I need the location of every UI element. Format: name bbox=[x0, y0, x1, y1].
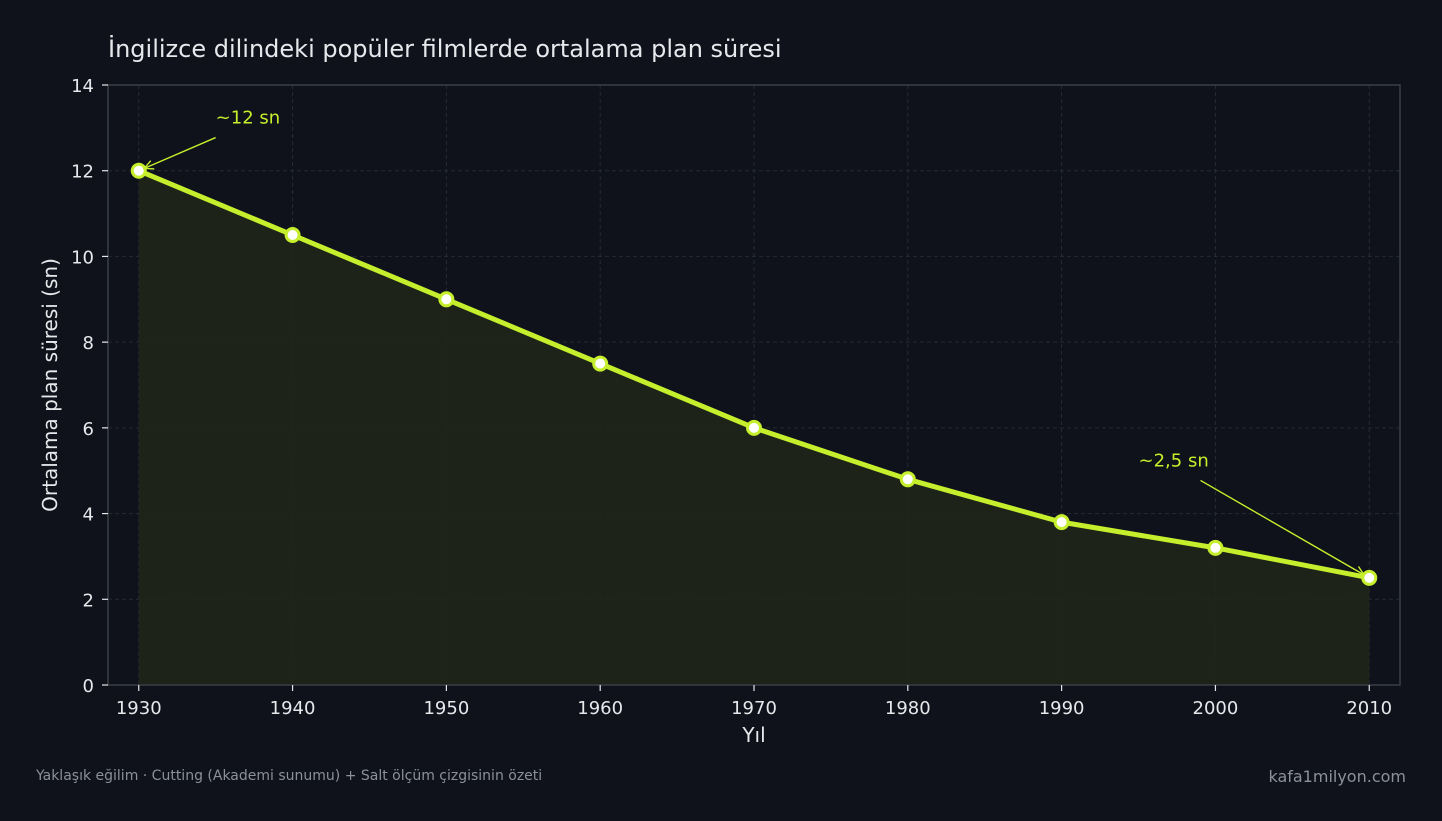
y-tick-label: 8 bbox=[83, 333, 94, 354]
x-tick-label: 1940 bbox=[270, 698, 316, 719]
x-tick-label: 1960 bbox=[577, 698, 623, 719]
data-point bbox=[438, 291, 455, 308]
data-points bbox=[130, 162, 1378, 586]
x-tick-label: 1980 bbox=[885, 698, 931, 719]
x-tick-label: 1970 bbox=[731, 698, 777, 719]
annotation-arrowhead bbox=[142, 160, 155, 170]
data-point bbox=[1053, 514, 1070, 531]
y-tick-label: 6 bbox=[83, 419, 94, 440]
y-tick-label: 0 bbox=[83, 676, 94, 697]
y-tick-label: 14 bbox=[71, 76, 94, 97]
y-tick-label: 10 bbox=[71, 247, 94, 268]
y-tick-label: 4 bbox=[83, 505, 94, 526]
x-tick-label: 2010 bbox=[1346, 698, 1392, 719]
y-tick-label: 2 bbox=[83, 590, 94, 611]
data-point bbox=[284, 227, 301, 243]
annotation-arrow bbox=[1200, 479, 1365, 576]
x-tick-label: 1930 bbox=[116, 698, 162, 719]
annotation-arrowhead bbox=[1353, 566, 1366, 576]
x-tick-label: 1950 bbox=[423, 698, 469, 719]
chart-title: İngilizce dilindeki popüler filmlerde or… bbox=[108, 34, 782, 63]
y-tick-label: 12 bbox=[71, 162, 94, 183]
x-axis-label: Yıl bbox=[741, 723, 765, 747]
data-point bbox=[1361, 569, 1378, 586]
data-point bbox=[746, 419, 762, 436]
y-axis-label: Ortalama plan süresi (sn) bbox=[38, 258, 62, 512]
x-tick-label: 1990 bbox=[1039, 698, 1085, 719]
footer-brand: kafa1milyon.com bbox=[1268, 767, 1406, 786]
annotations: ~12 sn ~2,5 sn bbox=[142, 108, 1366, 576]
data-point bbox=[1207, 539, 1224, 556]
annotation-label: ~12 sn bbox=[216, 108, 281, 129]
axes: 0 2 4 6 8 10 12 14 1930 1940 1950 1960 1970 1980 1990 2… bbox=[71, 76, 1392, 719]
annotation-label: ~2,5 sn bbox=[1139, 450, 1209, 471]
x-tick-label: 2000 bbox=[1193, 698, 1239, 719]
data-point bbox=[899, 471, 916, 488]
data-point bbox=[130, 162, 147, 179]
annotation-arrow bbox=[143, 136, 216, 169]
data-point bbox=[592, 355, 609, 372]
footer-note: Yaklaşık eğilim · Cutting (Akademi sunum… bbox=[36, 768, 543, 784]
